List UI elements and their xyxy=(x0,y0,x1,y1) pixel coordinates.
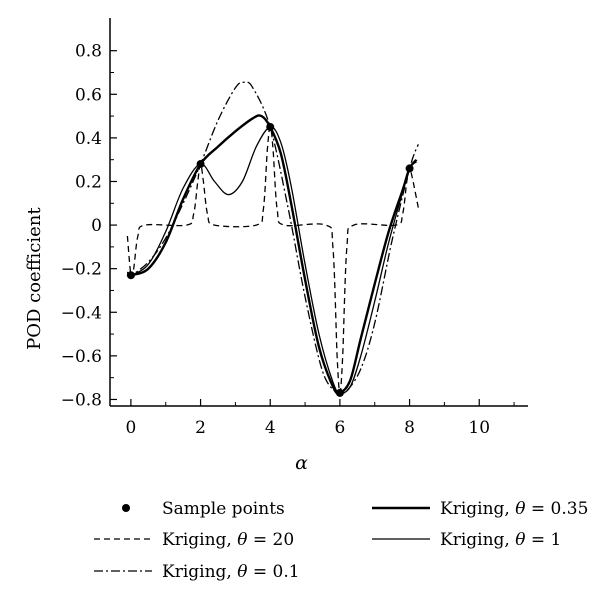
y-axis-label: POD coefficient xyxy=(24,207,45,350)
legend-value: = 0.35 xyxy=(525,499,588,519)
y-tick-label: 0.8 xyxy=(75,42,102,62)
legend-value: = 1 xyxy=(525,530,561,550)
x-tick-label: 10 xyxy=(468,418,490,438)
x-tick-label: 2 xyxy=(195,418,206,438)
sample-point xyxy=(196,160,205,169)
y-tick-label: 0.2 xyxy=(75,172,102,192)
legend-prefix: Kriging, xyxy=(440,499,515,519)
series-line-4 xyxy=(126,81,419,396)
x-tick-label: 6 xyxy=(334,418,345,438)
y-tick-label: 0.4 xyxy=(75,129,102,149)
x-axis-label: α xyxy=(295,452,308,474)
y-tick-label: −0.2 xyxy=(61,260,102,280)
legend-theta: θ xyxy=(515,499,525,519)
legend-value: = 20 xyxy=(247,530,294,550)
sample-point xyxy=(405,164,414,173)
series-line-2 xyxy=(126,126,419,394)
legend-marker xyxy=(122,504,130,512)
legend-prefix: Kriging, xyxy=(162,562,237,582)
series-line-3 xyxy=(126,126,417,394)
x-tick-label: 8 xyxy=(404,418,415,438)
legend-theta: θ xyxy=(515,530,525,550)
y-tick-label: −0.6 xyxy=(61,347,102,367)
legend-label: Kriging, θ = 1 xyxy=(440,530,561,550)
legend-theta: θ xyxy=(237,562,247,582)
plot-series xyxy=(126,81,419,396)
sample-point xyxy=(335,388,344,397)
sample-point xyxy=(126,271,135,280)
legend-label: Sample points xyxy=(162,499,285,519)
sample-point xyxy=(266,122,275,131)
y-tick-label: −0.4 xyxy=(61,303,102,323)
y-tick-label: 0 xyxy=(91,216,102,236)
x-tick-label: 0 xyxy=(125,418,136,438)
axes: −0.8 −0.6 −0.4 −0.2 0 0.2 0.4 0.6 0.8 0 2 4 6 8 10 xyxy=(61,18,528,438)
legend-label: Kriging, θ = 0.35 xyxy=(440,499,588,519)
sample-points xyxy=(126,122,414,397)
legend-theta: θ xyxy=(237,530,247,550)
x-ticks: 0 2 4 6 8 10 xyxy=(125,399,515,438)
legend-label: Kriging, θ = 20 xyxy=(162,530,294,550)
y-tick-label: −0.8 xyxy=(61,390,102,410)
y-ticks: −0.8 −0.6 −0.4 −0.2 0 0.2 0.4 0.6 0.8 xyxy=(61,42,117,410)
x-tick-label: 4 xyxy=(265,418,276,438)
series-line-1 xyxy=(126,114,418,395)
legend-prefix: Kriging, xyxy=(162,530,237,550)
legend-label: Kriging, θ = 0.1 xyxy=(162,562,300,582)
legend-value: = 0.1 xyxy=(247,562,299,582)
y-tick-label: 0.6 xyxy=(75,85,102,105)
legend-prefix: Kriging, xyxy=(440,530,515,550)
